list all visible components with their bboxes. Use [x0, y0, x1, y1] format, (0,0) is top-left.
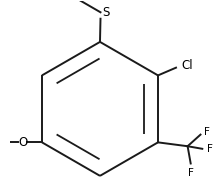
Text: F: F	[188, 168, 194, 178]
Text: O: O	[18, 136, 27, 149]
Text: Cl: Cl	[181, 59, 193, 72]
Text: F: F	[207, 144, 213, 154]
Text: S: S	[102, 6, 109, 19]
Text: F: F	[204, 127, 210, 137]
